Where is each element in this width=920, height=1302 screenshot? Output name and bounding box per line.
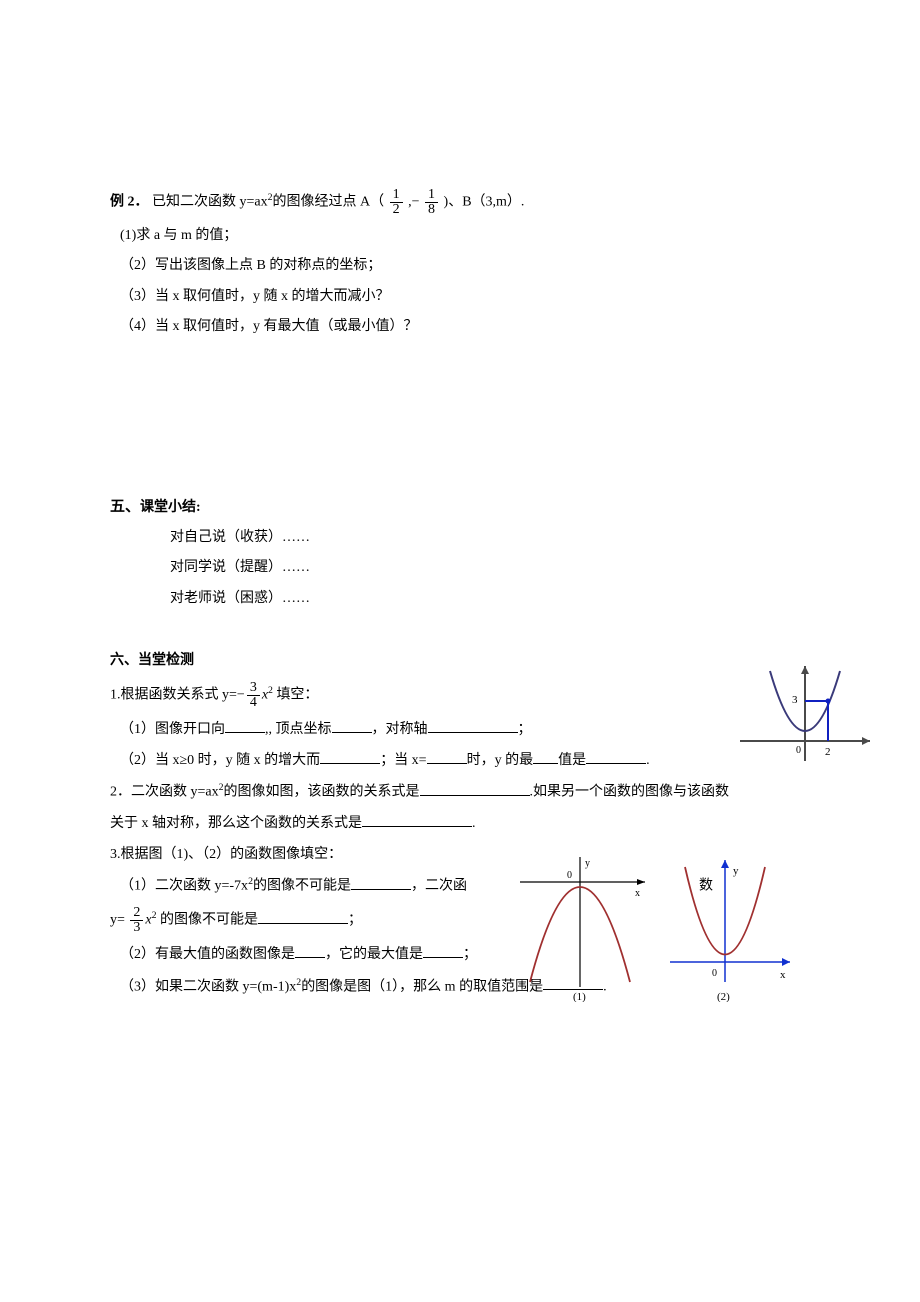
example2-q1: (1)求 a 与 m 的值； [110,225,820,247]
blank [351,875,411,890]
example2-title: 例 2． [110,195,149,210]
q1-sub1: （1）图像开口向 ,, 顶点坐标 ，对称轴 ； [110,718,820,741]
text: y= [110,913,125,928]
text: 2．二次函数 y=ax [110,785,219,800]
section5-line3: 对老师说（困惑）…… [110,588,820,610]
text: ,− [408,195,419,210]
text: ，它的最大值是 [325,947,423,962]
svg-text:0: 0 [567,870,572,881]
denominator: 8 [425,203,438,217]
blank [533,749,558,764]
blank [332,718,372,733]
blank [428,718,518,733]
text: 1.根据函数关系式 y= [110,687,237,702]
text: （2）有最大值的函数图像是 [120,947,295,962]
text: ，对称轴 [372,722,428,737]
blank [423,943,463,958]
text: ，二次函 [411,879,467,894]
svg-text:2: 2 [825,746,831,758]
q2-line2: 关于 x 轴对称，那么这个函数的关系式是. [110,812,820,835]
text: ； [518,722,532,737]
denominator: 2 [390,203,403,217]
numerator: 1 [390,188,403,203]
text: （3）如果二次函数 y=(m-1)x [120,979,296,994]
text: ,, 顶点坐标 [265,722,332,737]
text: .如果另一个函数的图像与该函数 [530,785,730,800]
text: 的图像经过点 A（ [273,195,385,210]
text: ；当 x= [380,753,426,768]
svg-text:3: 3 [792,694,798,706]
blank [320,749,380,764]
blank [362,812,472,827]
text: （2）当 x≥0 时，y 随 x 的增大而 [120,753,320,768]
blank [225,718,265,733]
q1-sub2: （2）当 x≥0 时，y 随 x 的增大而 ；当 x= 时，y 的最 值是. [110,749,820,772]
example2-q2: （2）写出该图像上点 B 的对称点的坐标； [110,255,820,277]
text: ； [348,913,362,928]
numerator: 2 [130,906,143,921]
blank [586,749,646,764]
numerator: 1 [425,188,438,203]
text: 已知二次函数 y=ax [152,195,268,210]
svg-text:0: 0 [796,745,801,756]
blank [420,781,530,796]
fraction: 1 8 [425,188,438,217]
svg-text:(1): (1) [573,991,586,1002]
text: . [472,816,476,831]
svg-text:y: y [733,865,739,877]
section5-num: 五、 [110,495,140,519]
svg-text:y: y [585,858,590,869]
text: 的图像如图，该函数的关系式是 [224,785,420,800]
text: . [646,753,650,768]
section5-title: 课堂小结: [140,497,201,519]
text: 的图像是图（1），那么 m 的取值范围是 [301,979,543,994]
text: 的图像不可能是 [253,879,351,894]
neg: − [237,687,245,702]
section5-line2: 对同学说（提醒）…… [110,557,820,579]
parabola-graph-1: 3 2 0 [730,661,880,771]
svg-text:x: x [635,888,640,899]
text: 的图像不可能是 [157,913,259,928]
q1-block: 3 2 0 1.根据函数关系式 y=−34x2 填空： （1）图像开口向,, 顶… [110,681,820,773]
section6-head: 六、当堂检测 [110,650,820,672]
blank [258,909,348,924]
denominator: 3 [130,921,143,935]
q3-block: 0 x y (1) 0 x y (2) 3.根据图（1)、（2）的函数图像填空：… [110,844,820,999]
svg-text:0: 0 [712,968,717,979]
example2-intro: 例 2． 已知二次函数 y=ax 2 的图像经过点 A（ 1 2 ,− 1 8 )、… [110,188,820,217]
parabola-graph-2: 0 x y (1) [515,852,655,1002]
svg-text:(2): (2) [717,991,730,1002]
q2-line1: 2．二次函数 y=ax2的图像如图，该函数的关系式是.如果另一个函数的图像与该函… [110,780,820,804]
example2-q3: （3）当 x 取何值时，y 随 x 的增大而减小？ [110,286,820,308]
section5-line1: 对自己说（收获）…… [110,527,820,549]
blank [427,749,467,764]
blank [295,943,325,958]
text: 填空： [273,687,319,702]
fraction: 23 [130,906,143,935]
text: 值是 [558,753,586,768]
q1-text: 1.根据函数关系式 y=−34x2 填空： [110,681,820,710]
text: )、B（3,m）. [444,195,525,210]
fraction: 34 [247,681,260,710]
text: ； [463,947,477,962]
text: （1）二次函数 y=-7x [120,879,248,894]
parabola-graph-3: 0 x y (2) [665,852,795,1002]
text: 时，y 的最 [467,753,534,768]
section5-head: 五、 课堂小结: [110,495,820,519]
numerator: 3 [247,681,260,696]
example2-q4: （4）当 x 取何值时，y 有最大值（或最小值）？ [110,316,820,338]
denominator: 4 [247,696,260,710]
text: （1）图像开口向 [120,722,225,737]
fraction: 1 2 [390,188,403,217]
text: 关于 x 轴对称，那么这个函数的关系式是 [110,816,362,831]
svg-text:x: x [780,969,786,981]
